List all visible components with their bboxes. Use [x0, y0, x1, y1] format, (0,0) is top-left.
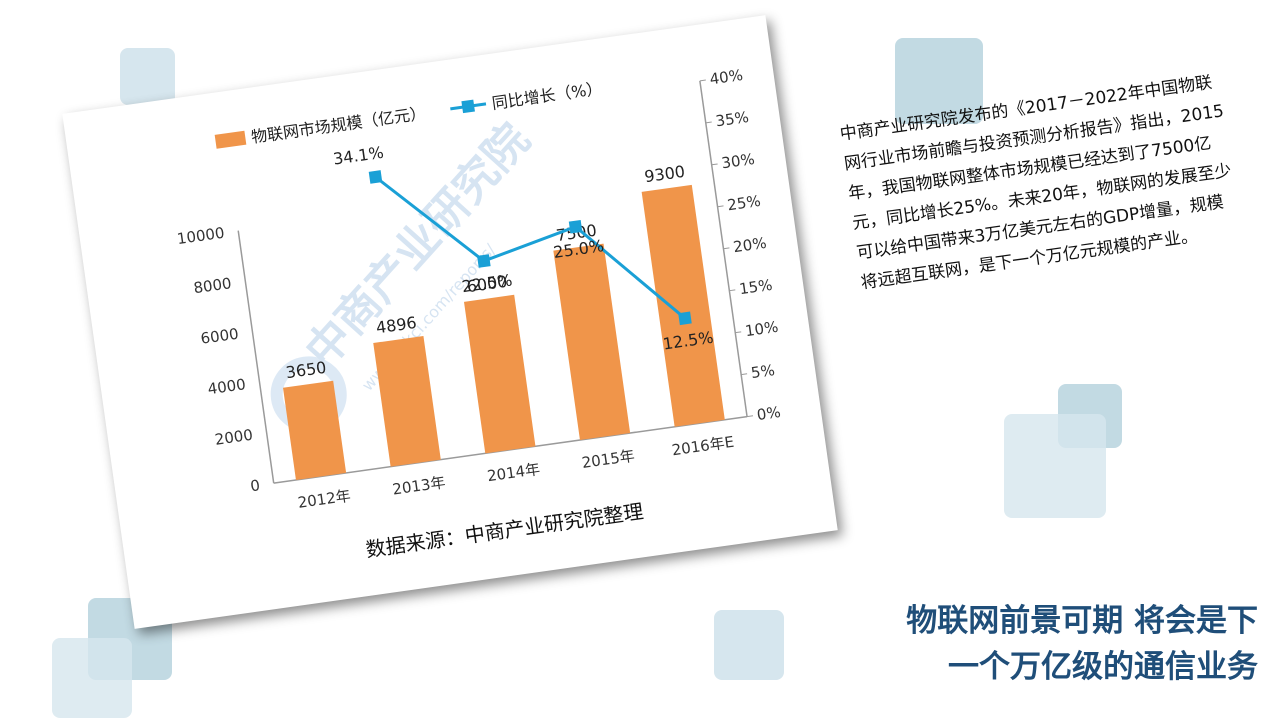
y-right-tick-mark [723, 247, 730, 250]
bar [282, 380, 347, 480]
bar [553, 243, 631, 441]
y-right-tick: 20% [732, 234, 768, 256]
deco-square [120, 48, 175, 105]
y-left-tick: 6000 [199, 325, 239, 348]
bar-value-label: 9300 [643, 162, 686, 186]
y-right-tick: 40% [709, 66, 745, 88]
deco-square [1004, 414, 1106, 518]
growth-point [568, 219, 583, 234]
deco-square [895, 38, 983, 124]
headline-line-2: 一个万亿级的通信业务 [948, 649, 1258, 685]
y-right-tick: 35% [714, 108, 750, 130]
y-right-tick-mark [717, 205, 724, 208]
y-right-tick: 10% [744, 318, 780, 340]
bar [463, 294, 536, 454]
legend-line-marker [461, 99, 475, 114]
x-tick-label: 2016年E [671, 433, 736, 460]
headline-line-1: 物联网前景可期 将会是下 [906, 603, 1258, 639]
legend-bar-swatch [214, 130, 247, 149]
growth-point [368, 170, 383, 184]
x-tick-label: 2012年 [297, 487, 352, 512]
left-axis [237, 230, 275, 484]
y-right-tick-mark [741, 373, 748, 376]
y-right-tick: 5% [750, 361, 776, 382]
chart-card: 中商产业研究院 www.askci.com/reports/ 物联网市场规模（亿… [62, 15, 838, 629]
bar [641, 184, 725, 427]
y-left-tick: 4000 [207, 375, 247, 398]
y-left-tick: 10000 [176, 224, 226, 248]
y-right-tick-mark [711, 163, 718, 166]
deco-square [714, 610, 784, 680]
y-right-tick: 30% [720, 150, 756, 172]
y-right-tick-mark [729, 289, 736, 292]
y-right-tick-mark [705, 121, 712, 124]
y-left-tick: 2000 [214, 426, 254, 449]
chart-marks: 0 2000 4000 6000 8000 10000 0% 5% 10% 15% 20% 25% 30… [176, 66, 782, 512]
x-tick-label: 2015年 [581, 447, 636, 472]
growth-value-label: 34.1% [332, 143, 385, 169]
y-right-tick-mark [699, 79, 706, 82]
chart-svg: 中商产业研究院 www.askci.com/reports/ 物联网市场规模（亿… [176, 66, 782, 512]
y-right-tick-mark [735, 331, 742, 334]
growth-line [374, 175, 686, 320]
y-left-tick: 8000 [192, 274, 232, 297]
y-right-tick: 15% [738, 276, 774, 298]
x-tick-label: 2014年 [486, 460, 541, 485]
growth-point [678, 311, 692, 326]
bar [373, 335, 441, 467]
y-right-tick-mark [746, 415, 754, 418]
y-left-tick: 0 [249, 476, 261, 495]
legend-line-label: 同比增长（%） [491, 79, 604, 113]
y-right-tick: 25% [726, 192, 762, 214]
headline: 物联网前景可期 将会是下 一个万亿级的通信业务 [906, 598, 1258, 690]
y-right-tick: 0% [756, 403, 782, 424]
deco-square [52, 638, 132, 718]
x-tick-label: 2013年 [391, 473, 446, 498]
bar-value-label: 3650 [285, 358, 328, 382]
legend-bar-label: 物联网市场规模（亿元） [250, 103, 427, 146]
growth-point [477, 254, 491, 268]
